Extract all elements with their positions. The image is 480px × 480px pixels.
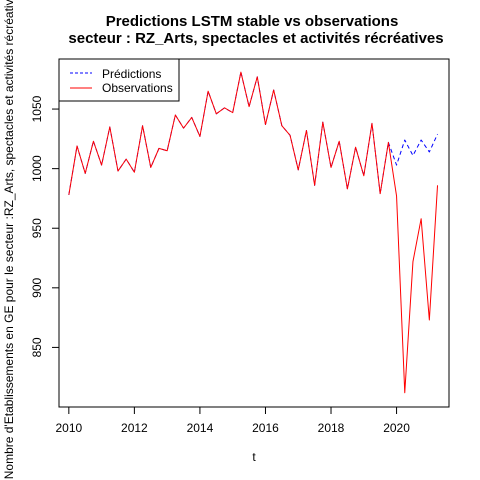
- legend-label-observations: Observations: [102, 81, 173, 95]
- legend-label-predictions: Prédictions: [102, 67, 161, 81]
- chart-title: Predictions LSTM stable vs observations: [106, 13, 399, 30]
- x-axis-label: t: [252, 450, 256, 464]
- x-tick-label: 2020: [383, 421, 410, 435]
- y-axis: 850 900 950 1000 1050: [30, 95, 60, 357]
- legend-box: [58, 58, 180, 102]
- x-tick-label: 2016: [252, 421, 279, 435]
- x-tick-label: 2010: [55, 421, 82, 435]
- y-axis-label: Nombre d'Etablissements en GE pour le se…: [2, 0, 16, 479]
- y-tick-label: 950: [30, 218, 44, 238]
- x-axis: 2010 2012 2014 2016 2018 2020: [55, 406, 410, 435]
- plot-frame: [58, 58, 450, 408]
- x-tick-label: 2012: [121, 421, 148, 435]
- y-tick-label: 900: [30, 277, 44, 297]
- series-layer: [68, 71, 439, 394]
- y-tick-label: 1050: [30, 95, 44, 122]
- series-line-observations: [68, 71, 439, 394]
- y-tick-label: 850: [30, 337, 44, 357]
- y-tick-label: 1000: [30, 155, 44, 182]
- x-tick-label: 2018: [318, 421, 345, 435]
- x-tick-label: 2014: [187, 421, 214, 435]
- chart-subtitle: secteur : RZ_Arts, spectacles et activit…: [68, 30, 443, 47]
- legend: Prédictions Observations: [58, 58, 180, 102]
